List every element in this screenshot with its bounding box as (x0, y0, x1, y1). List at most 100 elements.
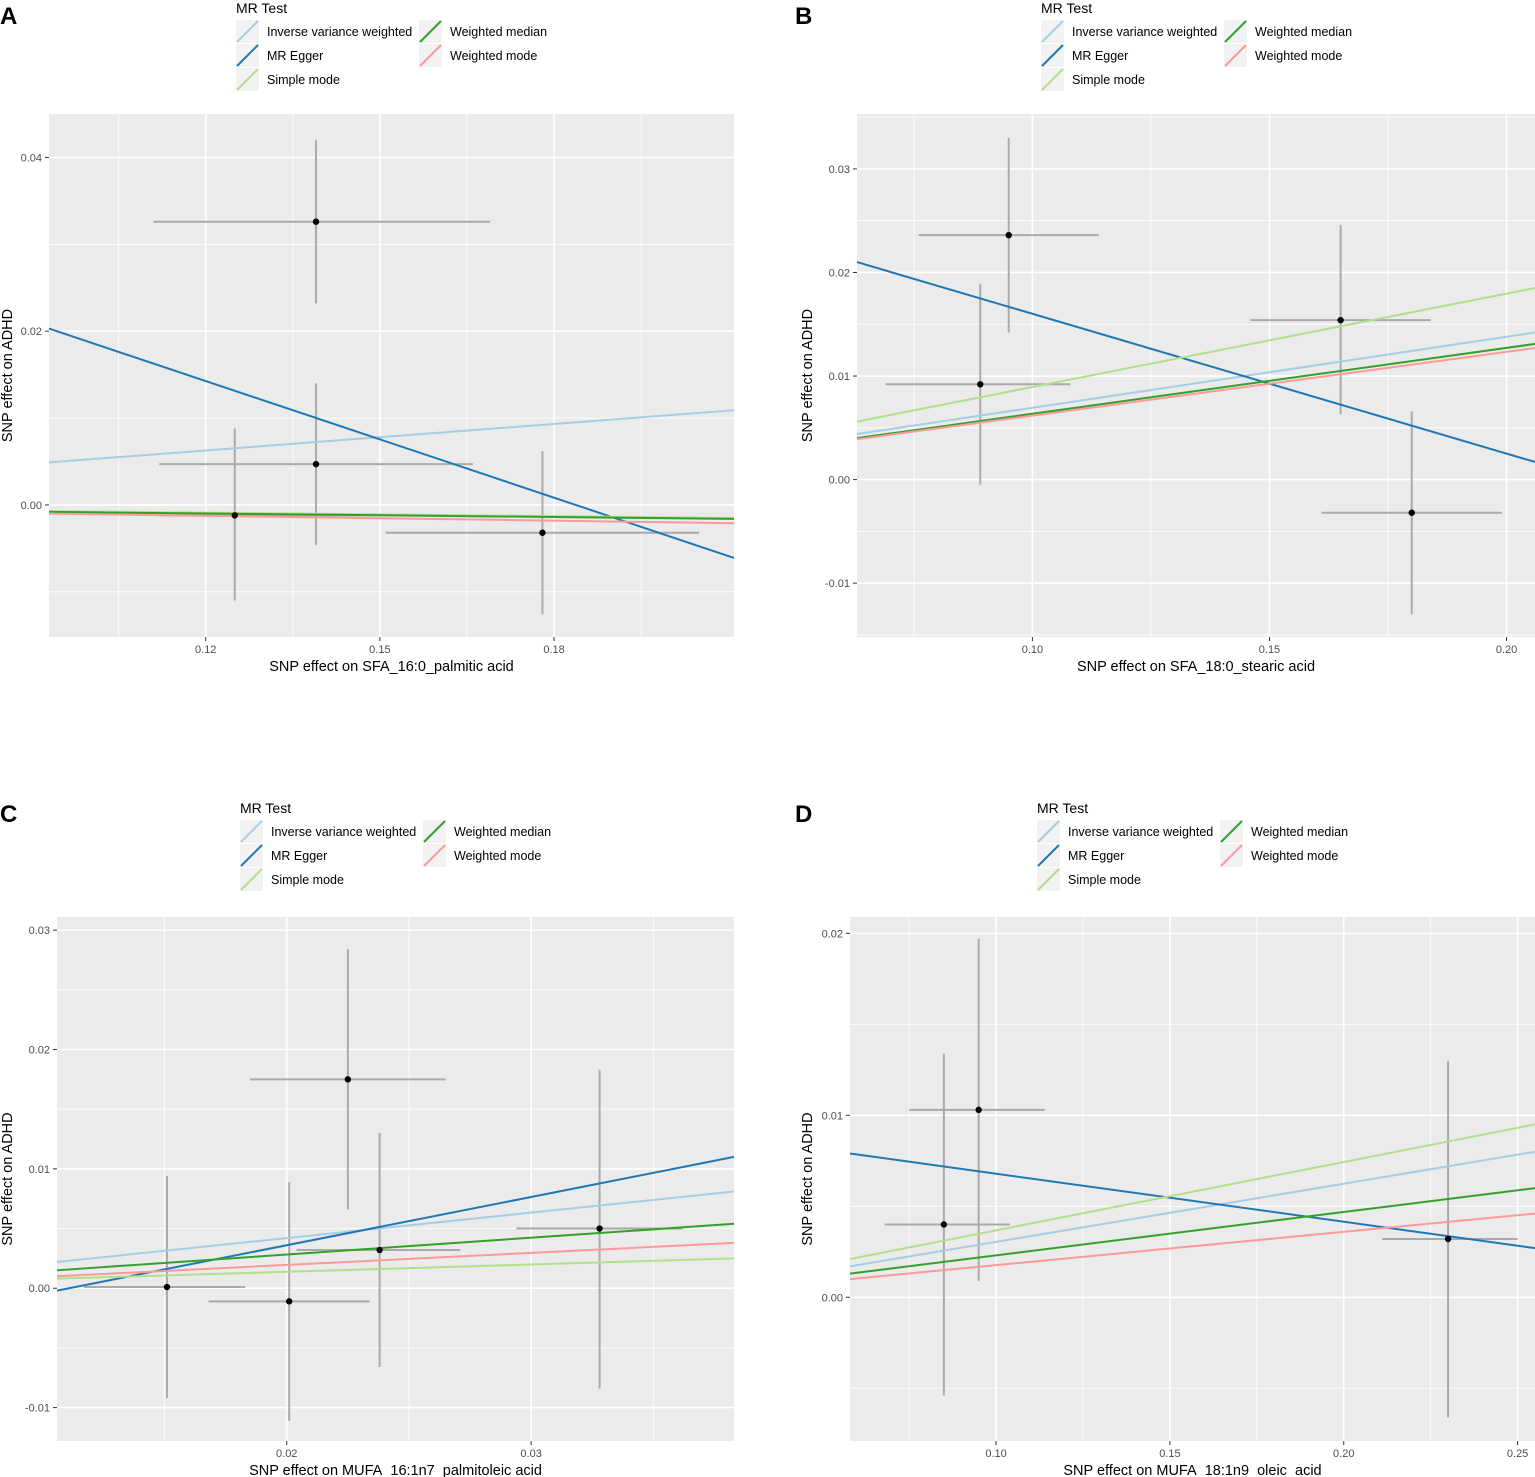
legend-key-line (419, 20, 442, 43)
panel-c: C MR Test Inverse variance weighted MR Egge… (0, 800, 735, 1477)
x-axis-label: SNP effect on SFA_16:0_palmitic acid (269, 659, 514, 675)
legend-key-line (1037, 844, 1060, 867)
y-tick-label: 0.02 (822, 928, 843, 940)
x-tick-label: 0.02 (276, 1448, 297, 1460)
legend-key-line (1224, 44, 1247, 67)
line-mr-egger (56, 1155, 735, 1292)
data-point (975, 1106, 982, 1114)
data-point (1408, 509, 1415, 516)
data-point (539, 529, 546, 536)
legend-title: MR Test (1037, 800, 1088, 816)
panel-letter: C (0, 801, 17, 828)
y-axis-label: SNP effect on ADHD (0, 1112, 16, 1245)
line-simple-mode (856, 287, 1535, 423)
y-tick-label: 0.04 (21, 152, 42, 164)
panel-d: D MR Test Inverse variance weighted MR Egge… (795, 800, 1535, 1477)
legend-key-line (419, 44, 442, 67)
legend-key-line (423, 844, 446, 867)
y-tick-label: 0.00 (21, 500, 42, 512)
legend-title: MR Test (240, 800, 291, 816)
line-weighted-mode (48, 512, 735, 525)
legend-key-line (1037, 868, 1060, 891)
y-axis-label: SNP effect on ADHD (0, 309, 16, 442)
data-point (376, 1246, 383, 1254)
legend-key-line (1220, 844, 1243, 867)
y-tick-label: 0.01 (29, 1164, 50, 1176)
data-point (163, 1283, 171, 1291)
x-axis-label: SNP effect on MUFA_16:1n7_palmitoleic ac… (249, 1463, 542, 1477)
legend-label: Inverse variance weighted (1068, 825, 1213, 839)
legend-key-line (240, 868, 263, 891)
line-mr-egger (856, 261, 1535, 463)
line-simple-mode (56, 1257, 735, 1280)
x-tick-label: 0.03 (520, 1448, 541, 1460)
legend-key-line (1041, 44, 1064, 67)
legend-label: Inverse variance weighted (1072, 25, 1217, 39)
legend-label: Weighted median (454, 825, 551, 839)
data-point (596, 1225, 603, 1232)
legend-label: MR Egger (1072, 49, 1128, 63)
x-tick-label: 0.20 (1333, 1448, 1354, 1460)
y-tick-label: 0.03 (829, 164, 850, 176)
legend-label: Weighted median (1251, 825, 1348, 839)
legend-key-line (240, 820, 263, 843)
line-weighted-mode (849, 1212, 1535, 1281)
x-tick-label: 0.15 (1259, 644, 1280, 656)
legend-title: MR Test (1041, 0, 1092, 16)
line-inverse-variance-weighted (849, 1150, 1535, 1268)
line-mr-egger (48, 327, 735, 559)
line-weighted-mode (856, 347, 1535, 441)
x-tick-label: 0.15 (1159, 1448, 1180, 1460)
line-mr-egger (849, 1152, 1535, 1250)
y-tick-label: -0.01 (825, 578, 850, 590)
legend-label: Weighted median (1255, 25, 1352, 39)
line-weighted-median (48, 510, 735, 520)
panel-letter: A (0, 3, 17, 30)
data-point (1005, 231, 1012, 239)
data-point (1444, 1235, 1452, 1243)
panel-letter: D (795, 801, 812, 828)
x-axis-label: SNP effect on SFA_18:0_stearic acid (1077, 659, 1315, 675)
legend-label: Simple mode (267, 73, 340, 87)
x-tick-label: 0.18 (543, 644, 564, 656)
x-tick-label: 0.15 (369, 644, 390, 656)
y-tick-label: 0.03 (29, 925, 50, 937)
legend-label: MR Egger (267, 49, 323, 63)
line-weighted-mode (56, 1241, 735, 1278)
legend-label: Simple mode (1072, 73, 1145, 87)
x-axis-label: SNP effect on MUFA_18:1n9_oleic_acid (1063, 1463, 1321, 1477)
data-point (1337, 316, 1344, 324)
data-point (344, 1076, 352, 1083)
legend-key-line (236, 20, 259, 43)
line-inverse-variance-weighted (856, 331, 1535, 436)
data-point (940, 1221, 948, 1228)
legend-key-line (240, 844, 263, 867)
panel-b: B MR Test Inverse variance weighted MR Egge… (795, 0, 1535, 675)
legend-key-line (1220, 820, 1243, 843)
y-tick-label: 0.01 (822, 1110, 843, 1122)
legend-key-line (1224, 20, 1247, 43)
legend-label: Inverse variance weighted (271, 825, 416, 839)
y-tick-label: 0.01 (829, 371, 850, 383)
legend-key-line (423, 820, 446, 843)
data-point (977, 381, 984, 388)
panel-a: A MR Test Inverse variance weighted MR Egge… (0, 0, 735, 675)
y-tick-label: -0.01 (25, 1403, 50, 1415)
y-axis-label: SNP effect on ADHD (800, 1112, 816, 1245)
legend-label: Simple mode (271, 873, 344, 887)
data-point (312, 460, 320, 468)
x-tick-label: 0.20 (1496, 644, 1517, 656)
plot-background (49, 114, 734, 637)
legend-key-line (236, 44, 259, 67)
plot-background (850, 917, 1535, 1441)
y-tick-label: 0.00 (29, 1283, 50, 1295)
plot-background (57, 917, 734, 1441)
line-simple-mode (849, 1123, 1535, 1261)
legend-label: Inverse variance weighted (267, 25, 412, 39)
legend-label: MR Egger (271, 849, 327, 863)
legend-label: MR Egger (1068, 849, 1124, 863)
legend-title: MR Test (236, 0, 287, 16)
legend-label: Weighted mode (1255, 49, 1342, 63)
y-tick-label: 0.02 (29, 1044, 50, 1056)
legend-key-line (1041, 20, 1064, 43)
